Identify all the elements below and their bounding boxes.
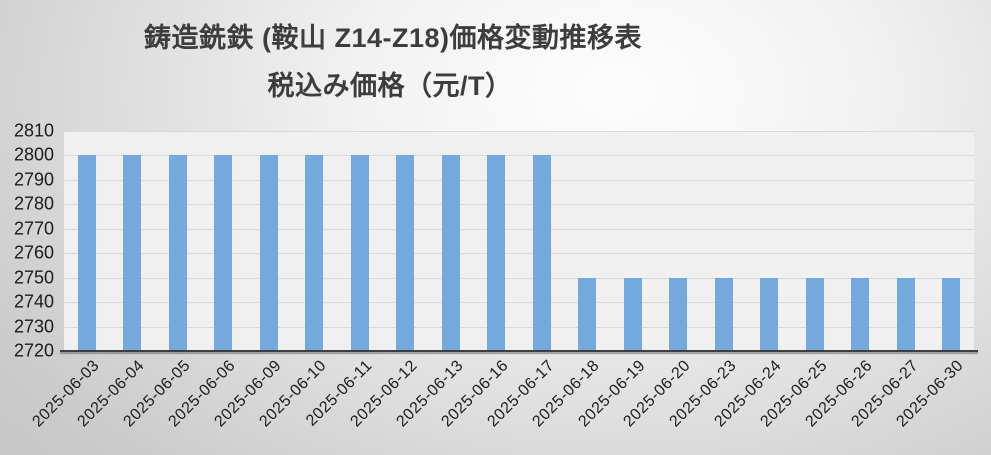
bar [532, 155, 551, 351]
gridline [64, 131, 974, 132]
bar [851, 277, 870, 351]
bar [396, 155, 415, 351]
bar [942, 277, 961, 351]
bar [77, 155, 96, 351]
y-axis-label: 2800 [13, 144, 54, 165]
gridline [64, 204, 974, 206]
y-axis-label: 2730 [13, 316, 54, 337]
y-axis-label: 2780 [13, 193, 54, 214]
bar [578, 277, 597, 351]
bar [259, 155, 278, 351]
y-axis-label: 2810 [13, 120, 54, 141]
gridline [64, 326, 974, 328]
bar [487, 155, 506, 351]
bar [760, 277, 779, 351]
y-axis-label: 2750 [13, 267, 54, 288]
gridline [64, 228, 974, 230]
bar [305, 155, 324, 351]
chart-title: 鋳造銑鉄 (鞍山 Z14-Z18)価格変動推移表 [143, 23, 643, 53]
bar [896, 277, 915, 351]
bar [123, 155, 142, 351]
gridline [64, 155, 974, 157]
y-axis-label: 2760 [13, 242, 54, 263]
y-axis-label: 2740 [13, 291, 54, 312]
chart-subtitle: 税込み価格（元/T） [267, 71, 513, 101]
plot-area [64, 131, 974, 351]
bar [350, 155, 369, 351]
y-axis-label: 2720 [13, 340, 54, 361]
bar [214, 155, 233, 351]
x-axis-line [60, 350, 978, 352]
gridline [64, 277, 974, 279]
y-axis-label: 2770 [13, 218, 54, 239]
bar [714, 277, 733, 351]
bar [168, 155, 187, 351]
gridline [64, 302, 974, 304]
gridline [64, 179, 974, 181]
bar [805, 277, 824, 351]
bar [623, 277, 642, 351]
y-axis-label: 2790 [13, 169, 54, 190]
bar [669, 277, 688, 351]
gridline [64, 253, 974, 255]
bar [441, 155, 460, 351]
